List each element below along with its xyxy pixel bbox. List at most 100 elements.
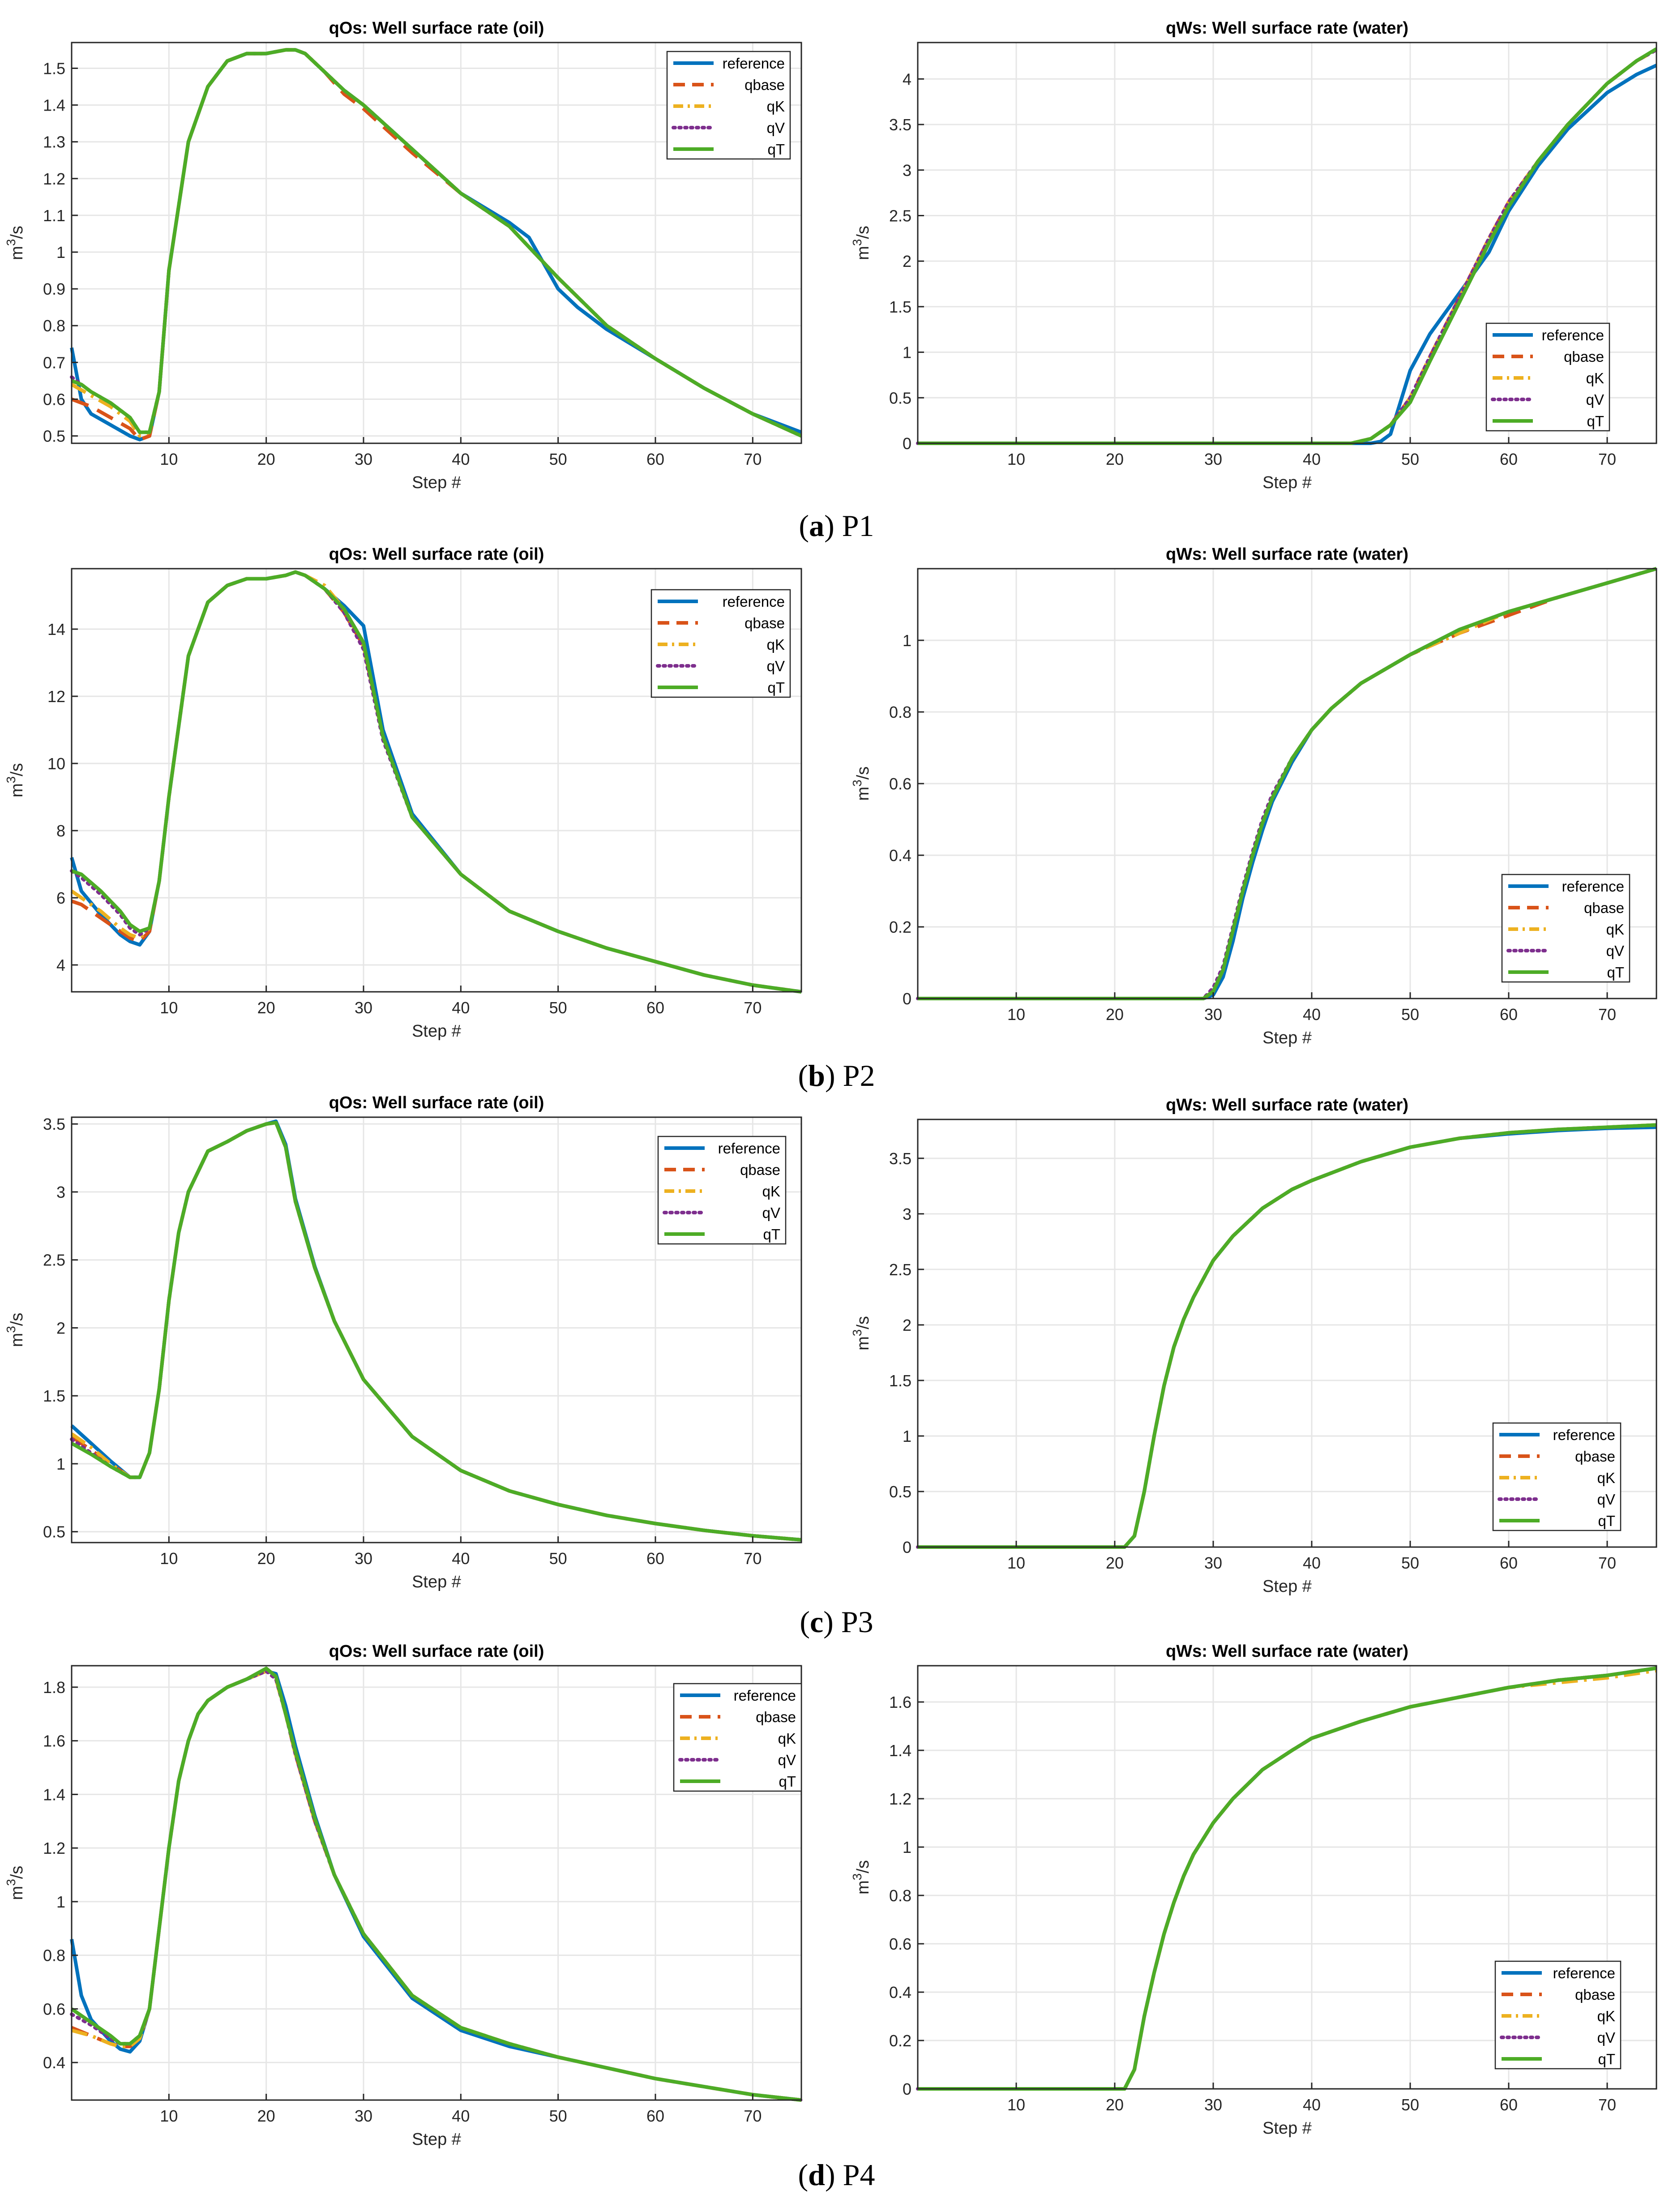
- y-tick-label: 3.5: [889, 116, 911, 134]
- series-line-qT: [71, 1121, 802, 1542]
- axes-box: [917, 1119, 1657, 1548]
- legend-label-qV: qV: [1597, 2029, 1615, 2046]
- chart-P4-water: 10 20 30 40 50 60 70 0 0.2 0.4 0.6 0.8 1 1.2 1.4 1.6 qWs…: [850, 1642, 1658, 2138]
- legend-label-qT: qT: [779, 1773, 796, 1790]
- chart-title: qOs: Well surface rate (oil): [329, 19, 544, 38]
- x-tick-label: 30: [1204, 1554, 1222, 1572]
- x-tick-label: 10: [160, 999, 178, 1017]
- legend-label-qT: qT: [767, 141, 785, 158]
- x-tick-label: 10: [1007, 450, 1025, 468]
- y-tick-label: 3.5: [43, 1115, 65, 1133]
- legend-label-reference: reference: [718, 1140, 780, 1157]
- x-tick-label: 20: [257, 999, 275, 1017]
- series-line-qT: [918, 1123, 1657, 1549]
- x-tick-label: 40: [452, 2107, 470, 2125]
- y-axis-label: m3/s: [850, 1860, 873, 1895]
- x-tick-label: 20: [257, 450, 275, 468]
- x-tick-label: 60: [646, 999, 664, 1017]
- x-tick-label: 40: [452, 450, 470, 468]
- y-tick-label: 8: [56, 822, 65, 840]
- x-tick-label: 60: [646, 450, 664, 468]
- y-tick-label: 2.5: [889, 206, 911, 225]
- y-tick-label: 6: [56, 889, 65, 907]
- y-tick-label: 1: [56, 243, 65, 261]
- y-axis-label: m3/s: [4, 1313, 26, 1347]
- x-tick-label: 10: [160, 450, 178, 468]
- legend-label-qT: qT: [1607, 964, 1624, 981]
- x-tick-label: 50: [1401, 1005, 1419, 1024]
- legend: reference qbase qK qV qT: [666, 51, 791, 160]
- caption-d: (d) P4: [798, 2158, 875, 2192]
- chart-title: qWs: Well surface rate (water): [1166, 1642, 1408, 1661]
- legend-label-qK: qK: [767, 98, 785, 115]
- axes-box: [71, 1665, 802, 2101]
- y-tick-label: 10: [47, 754, 65, 773]
- y-tick-label: 2.5: [43, 1251, 65, 1269]
- x-tick-label: 30: [355, 2107, 372, 2125]
- y-tick-label: 0.6: [43, 2000, 65, 2018]
- x-tick-label: 70: [1598, 1005, 1616, 1024]
- legend-label-reference: reference: [734, 1687, 796, 1704]
- legend-label-qK: qK: [1597, 1470, 1615, 1486]
- legend-label-reference: reference: [723, 55, 785, 72]
- legend-label-qV: qV: [767, 120, 785, 136]
- legend: reference qbase qK qV qT: [673, 1683, 802, 1792]
- axes-box: [917, 1665, 1657, 2090]
- y-tick-label: 0.2: [889, 2032, 911, 2050]
- caption-c: (c) P3: [800, 1605, 873, 1639]
- chart-P2-oil: 10 20 30 40 50 60 70 4 6 8 10 12 14 qOs: Well surface…: [4, 545, 803, 1041]
- legend-label-qbase: qbase: [745, 615, 785, 631]
- legend-label-reference: reference: [723, 593, 785, 610]
- y-axis-label: m3/s: [4, 1866, 26, 1900]
- x-tick-label: 30: [1204, 1005, 1222, 1024]
- chart-title: qOs: Well surface rate (oil): [329, 1642, 544, 1661]
- legend-label-qK: qK: [1597, 2008, 1615, 2024]
- legend-box: [1485, 322, 1610, 432]
- legend-label-qT: qT: [1587, 413, 1604, 429]
- y-tick-label: 1.5: [889, 1372, 911, 1390]
- x-axis-label: Step #: [1262, 1029, 1312, 1047]
- series-line-qT: [71, 48, 802, 438]
- y-axis-label: m3/s: [850, 226, 873, 260]
- x-axis-label: Step #: [1262, 473, 1312, 492]
- y-tick-label: 0.6: [43, 390, 65, 408]
- legend: reference qbase qK qV qT: [1501, 874, 1630, 983]
- y-tick-label: 12: [47, 687, 65, 706]
- x-tick-label: 50: [1401, 1554, 1419, 1572]
- x-tick-label: 60: [1500, 450, 1518, 468]
- chart-P1-oil: 10 20 30 40 50 60 70 0.5 0.6 0.7 0.8 0.9 1 1.1 1.2 1.3 1…: [4, 19, 803, 492]
- legend-label-qK: qK: [767, 636, 785, 653]
- y-tick-label: 0.5: [43, 1523, 65, 1541]
- legend-box: [650, 589, 791, 698]
- y-tick-label: 2: [903, 1316, 911, 1334]
- x-tick-label: 30: [355, 1549, 372, 1568]
- legend-label-qV: qV: [1597, 1491, 1615, 1508]
- legend-box: [666, 51, 791, 160]
- chart-title: qOs: Well surface rate (oil): [329, 545, 544, 564]
- legend-label-qT: qT: [763, 1226, 780, 1243]
- y-tick-label: 2: [56, 1319, 65, 1337]
- legend-label-qbase: qbase: [1575, 1448, 1615, 1465]
- x-tick-label: 30: [355, 999, 372, 1017]
- y-tick-label: 0.4: [43, 2053, 65, 2072]
- y-tick-label: 2.5: [889, 1260, 911, 1279]
- legend-label-qK: qK: [1586, 370, 1604, 386]
- legend-label-qbase: qbase: [1584, 900, 1624, 916]
- series-line-qT: [70, 1667, 802, 2102]
- legend-label-qK: qK: [1606, 921, 1624, 938]
- y-tick-label: 0: [903, 2080, 911, 2098]
- x-tick-label: 60: [1500, 1554, 1518, 1572]
- y-tick-label: 3: [903, 161, 911, 180]
- x-tick-label: 70: [744, 1549, 762, 1568]
- x-tick-label: 70: [744, 999, 762, 1017]
- x-axis-label: Step #: [412, 473, 461, 492]
- legend-label-reference: reference: [1562, 878, 1624, 895]
- y-tick-label: 0.4: [889, 846, 911, 865]
- y-tick-label: 0.8: [889, 703, 911, 721]
- legend-label-qbase: qbase: [1564, 348, 1604, 365]
- y-axis-label: m3/s: [4, 763, 26, 797]
- x-tick-label: 60: [646, 1549, 664, 1568]
- y-tick-label: 1.1: [43, 206, 65, 225]
- y-axis-label: m3/s: [4, 226, 26, 260]
- y-tick-label: 0.5: [43, 427, 65, 446]
